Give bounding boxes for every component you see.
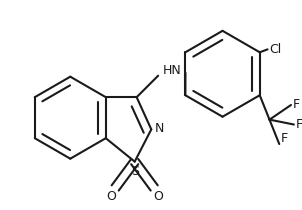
Text: Cl: Cl bbox=[269, 43, 282, 56]
Text: F: F bbox=[281, 132, 288, 145]
Text: F: F bbox=[293, 97, 300, 110]
Text: S: S bbox=[131, 165, 139, 177]
Text: F: F bbox=[296, 118, 302, 131]
Text: O: O bbox=[153, 190, 163, 203]
Text: N: N bbox=[155, 122, 165, 135]
Text: O: O bbox=[106, 190, 116, 203]
Text: HN: HN bbox=[162, 64, 181, 77]
